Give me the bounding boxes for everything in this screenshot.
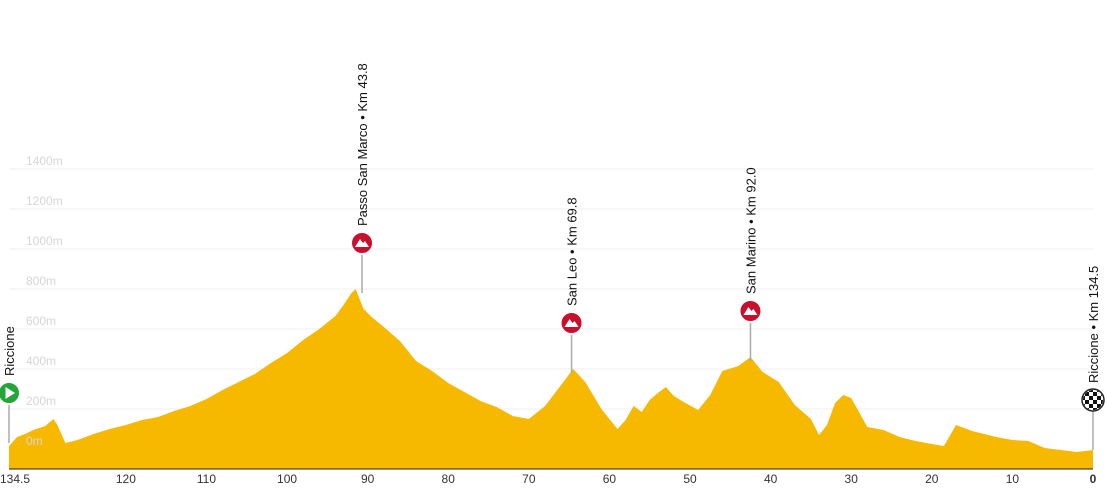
y-tick-label: 1200m [26,194,63,208]
x-axis: 134.5 120 110 100 90 80 70 60 50 40 30 20 10 0 [0,468,1097,486]
y-tick-label: 200m [26,394,56,408]
mountain-icon [564,319,579,327]
x-tick-label: 0 [1090,472,1097,486]
elevation-area-path [9,289,1093,469]
gridlines [9,168,1093,410]
annotation-climb: San Leo • Km 69.8 [559,197,584,373]
x-tick-label: 120 [116,472,136,486]
x-tick-label: 70 [522,472,536,486]
elevation-area [9,289,1093,469]
y-tick-label: 600m [26,314,56,328]
x-tick-label: 100 [277,472,297,486]
annotation-climb: San Marino • Km 92.0 [738,167,763,361]
x-tick-label: 20 [925,472,939,486]
x-tick-label: 10 [1006,472,1020,486]
x-tick-label: 40 [764,472,778,486]
annotation-label: San Marino • Km 92.0 [743,167,758,294]
play-icon [5,387,15,399]
annotation-label: Riccione [2,326,17,376]
checkered-flag-icon [1083,390,1103,410]
y-tick-label: 800m [26,274,56,288]
annotation-label: San Leo • Km 69.8 [565,197,580,306]
x-tick-label: 30 [845,472,859,486]
x-tick-label: 90 [361,472,375,486]
x-tick-label: 60 [603,472,617,486]
annotation-finish: Riccione • Km 134.5 [1081,266,1105,450]
x-tick-label: 134.5 [0,472,30,486]
y-tick-label: 400m [26,354,56,368]
y-tick-label: 1400m [26,154,63,168]
annotation-start: Riccione [0,326,21,443]
annotation-label: Passo San Marco • Km 43.8 [355,63,370,226]
climb-annotations: Riccione Passo San Marco • Km 43.8 San Leo… [0,63,1105,450]
x-tick-label: 50 [683,472,697,486]
x-tick-label: 80 [442,472,456,486]
annotation-climb: Passo San Marco • Km 43.8 [350,63,375,293]
mountain-icon [743,307,758,315]
x-tick-label: 110 [197,472,216,486]
y-tick-label: 0m [26,434,43,448]
y-tick-label: 1000m [26,234,63,248]
y-axis-labels: 0m 200m 400m 600m 800m 1000m 1200m 1400m [26,154,63,448]
mountain-icon [355,239,370,247]
annotation-label: Riccione • Km 134.5 [1086,266,1101,383]
